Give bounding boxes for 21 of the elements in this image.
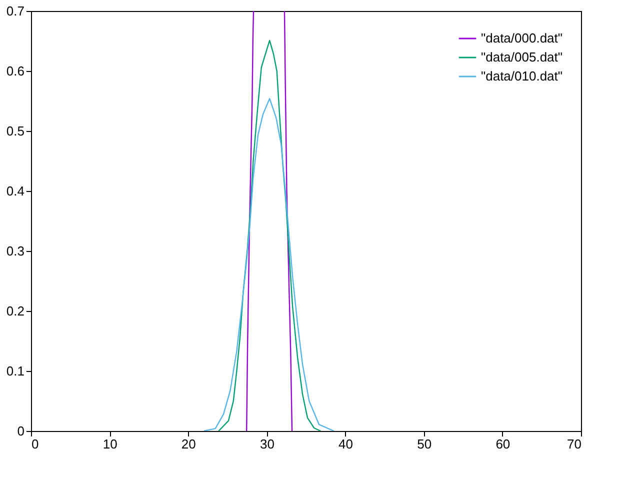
y-tick-label: 0.1 xyxy=(6,364,24,378)
x-tick-label: 70 xyxy=(567,436,582,452)
x-tick-label: 0 xyxy=(32,436,39,452)
y-tick-label: 0 xyxy=(17,424,24,438)
legend-label: "data/005.dat" xyxy=(481,50,563,64)
legend-label: "data/000.dat" xyxy=(481,30,563,46)
x-tick-label: 40 xyxy=(338,436,354,452)
legend-label: "data/010.dat" xyxy=(481,68,563,84)
y-tick-label: 0.5 xyxy=(6,124,24,138)
x-tick-label: 10 xyxy=(102,436,118,452)
line-series xyxy=(203,98,334,431)
x-tick-label: 60 xyxy=(496,436,510,452)
x-tick-label: 20 xyxy=(181,436,196,452)
y-tick-label: 0.7 xyxy=(6,4,24,18)
x-tick-label: 50 xyxy=(417,436,432,452)
x-tick-label: 30 xyxy=(260,436,274,452)
y-tick-label: 0.4 xyxy=(6,184,24,198)
y-tick-label: 0.3 xyxy=(6,244,24,258)
line-series xyxy=(218,40,322,431)
y-tick-label: 0.6 xyxy=(6,64,24,78)
y-tick-label: 0.2 xyxy=(6,304,24,318)
